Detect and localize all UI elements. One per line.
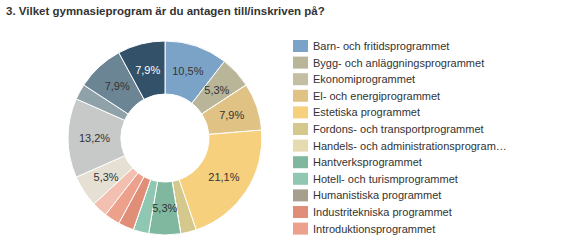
legend-label: Fordons- och transportprogrammet — [313, 123, 484, 135]
data-label: 5,3% — [204, 84, 229, 96]
legend-label: Barn- och fritidsprogrammet — [313, 40, 449, 52]
legend-swatch — [293, 57, 308, 69]
legend-swatch — [293, 40, 308, 52]
data-label: 21,1% — [208, 171, 239, 183]
data-label: 7,9% — [105, 80, 130, 92]
slices — [68, 41, 262, 235]
data-label: 5,3% — [94, 171, 119, 183]
chart-svg: 3. Vilket gymnasieprogram är du antagen … — [0, 0, 572, 240]
legend: Barn- och fritidsprogrammet Bygg- och anl… — [293, 40, 507, 240]
title: 3. Vilket gymnasieprogram är du antagen … — [6, 5, 325, 17]
data-label: 7,9% — [219, 109, 244, 121]
data-label: 13,2% — [79, 132, 110, 144]
legend-label: Ekonomiprogrammet — [313, 73, 415, 85]
legend-label: Industritekniska programmet — [313, 206, 452, 218]
legend-more: • • • — [411, 239, 429, 240]
legend-swatch — [293, 189, 308, 201]
legend-label: Bygg- och anläggningsprogrammet — [313, 57, 484, 69]
legend-label: Hantverksprogrammet — [313, 156, 422, 168]
legend-swatch — [293, 223, 308, 235]
legend-swatch — [293, 123, 308, 135]
legend-swatch — [293, 140, 308, 152]
data-label: 10,5% — [172, 65, 203, 77]
legend-label: Introduktionsprogrammet — [313, 223, 435, 235]
legend-label: Estetiska programmet — [313, 106, 420, 118]
legend-label: El- och energiprogrammet — [313, 90, 440, 102]
legend-label: Hotell- och turismprogrammet — [313, 173, 458, 185]
slice — [202, 85, 262, 134]
legend-swatch — [293, 206, 308, 218]
slice-labels: 10,5%5,3%7,9%21,1%5,3%5,3%13,2%7,9%7,9% — [79, 64, 245, 215]
legend-swatch — [293, 73, 308, 85]
legend-swatch — [293, 156, 308, 168]
legend-swatch — [293, 106, 308, 118]
legend-label: Humanistiska programmet — [313, 189, 441, 201]
legend-swatch — [293, 173, 308, 185]
chart-root: 3. Vilket gymnasieprogram är du antagen … — [0, 0, 572, 240]
data-label: 5,3% — [152, 202, 177, 214]
legend-swatch — [293, 90, 308, 102]
data-label: 7,9% — [135, 64, 160, 76]
legend-label: Handels- och administrationsprogram… — [313, 140, 507, 152]
